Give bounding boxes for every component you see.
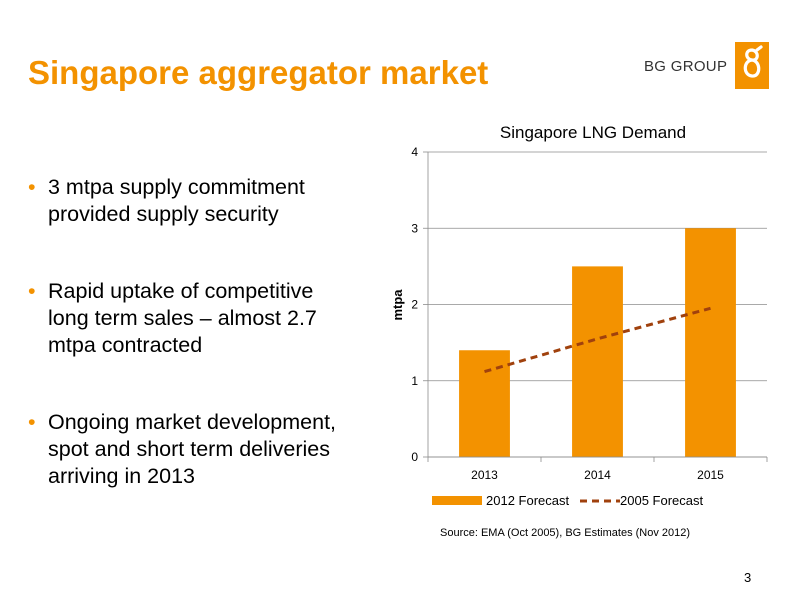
bullet-item: • Ongoing market development, spot and sh… [28, 409, 358, 490]
y-tick-label: 2 [411, 298, 418, 312]
bullet-marker: • [28, 279, 36, 303]
y-axis-label: mtpa [390, 289, 405, 321]
legend-swatch-bar [432, 496, 482, 505]
bullet-text: Rapid uptake of competitive long term sa… [48, 279, 317, 357]
bar [572, 266, 623, 457]
x-tick-label: 2013 [471, 468, 498, 482]
legend-label: 2005 Forecast [620, 493, 703, 508]
bullet-text: 3 mtpa supply commitment provided supply… [48, 175, 305, 226]
y-tick-label: 4 [411, 145, 418, 159]
bullet-marker: • [28, 410, 36, 434]
slide-title: Singapore aggregator market [28, 54, 489, 91]
lng-demand-chart: Singapore LNG Demand mtpa 0 1 2 3 4 2013 2014 2… [390, 123, 768, 508]
chart-title: Singapore LNG Demand [500, 123, 686, 142]
page-number: 3 [744, 570, 752, 585]
bullet-marker: • [28, 175, 36, 199]
source-note: Source: EMA (Oct 2005), BG Estimates (No… [440, 527, 691, 539]
brand-name: BG GROUP [644, 58, 728, 75]
bullet-text: Ongoing market development, spot and sho… [48, 410, 337, 488]
series-line [484, 306, 711, 374]
bullet-item: • 3 mtpa supply commitment provided suppl… [28, 174, 358, 228]
bg-logo-icon [735, 42, 769, 89]
legend: 2012 Forecast 2005 Forecast [432, 493, 703, 508]
bar-series [459, 228, 736, 457]
bullet-item: • Rapid uptake of competitive long term s… [28, 278, 358, 359]
x-tick-label: 2014 [584, 468, 611, 482]
x-tick-label: 2015 [697, 468, 724, 482]
line-series [484, 306, 711, 374]
y-tick-label: 3 [411, 221, 418, 235]
y-tick-label: 0 [411, 450, 418, 464]
y-tick-label: 1 [411, 374, 418, 388]
bg-logo-glyph-icon [743, 45, 763, 78]
legend-label: 2012 Forecast [486, 493, 569, 508]
bullet-list: • 3 mtpa supply commitment provided suppl… [28, 174, 358, 490]
bar [685, 228, 736, 457]
axes: 0 1 2 3 4 2013 2014 2015 [411, 145, 768, 482]
